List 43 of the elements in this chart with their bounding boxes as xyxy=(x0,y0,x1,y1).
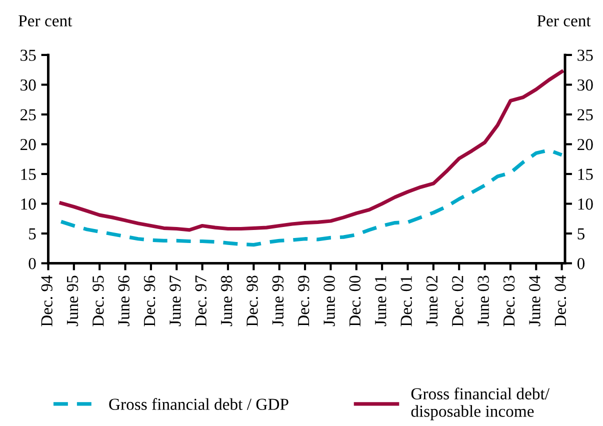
x-tick-label: Dec. 04 xyxy=(554,275,566,326)
y2-tick-label: 20 xyxy=(578,138,593,150)
x-tick-label: Dec. 99 xyxy=(298,276,310,326)
y-tick-label: 35 xyxy=(20,50,36,61)
x-tick-label: June 04 xyxy=(529,275,540,326)
y2-tick-label: 15 xyxy=(578,168,593,180)
y2-tick-label: 35 xyxy=(578,50,593,61)
y-tick-label: 5 xyxy=(29,228,36,240)
y2-tick-label: 5 xyxy=(578,228,584,240)
y-tick-label: 30 xyxy=(20,79,36,91)
y2-tick-label: 0 xyxy=(577,258,585,270)
x-tick-label: June 03 xyxy=(478,276,489,326)
legend-label: Gross financial debt / GDP xyxy=(109,398,288,410)
y-tick-label: 25 xyxy=(20,109,36,120)
legend-label: Gross financial debt/ disposable income xyxy=(411,388,550,420)
line-series xyxy=(59,70,564,232)
x-tick-label: June 96 xyxy=(118,276,130,326)
x-tick-label: Dec. 94 xyxy=(41,275,52,326)
x-tick-label: Dec. 00 xyxy=(349,276,361,326)
x-tick-label: Dec. 96 xyxy=(144,276,156,326)
y-tick-label: 0 xyxy=(28,258,36,270)
y2-tick-label: 10 xyxy=(578,198,593,210)
y-axis-title: Per cent xyxy=(18,15,72,26)
y-tick-label: 15 xyxy=(21,168,36,180)
line-series xyxy=(59,148,564,247)
y-tick-label: 10 xyxy=(21,198,36,210)
x-tick-label: June 01 xyxy=(374,276,386,326)
x-tick-label: Dec. 98 xyxy=(246,276,258,326)
x-tick-label: June 97 xyxy=(170,276,181,326)
x-tick-label: Dec. 02 xyxy=(452,276,464,326)
x-tick-label: Dec. 95 xyxy=(92,276,104,326)
x-tick-label: June 98 xyxy=(220,276,232,326)
y2-tick-label: 25 xyxy=(578,109,593,120)
y2-tick-label: 30 xyxy=(578,79,593,91)
x-tick-label: June 95 xyxy=(66,276,78,326)
x-tick-label: Dec. 03 xyxy=(503,276,515,326)
x-tick-label: June 02 xyxy=(426,276,438,326)
x-tick-label: June 99 xyxy=(272,276,284,326)
y2-axis-title: Per cent xyxy=(537,15,591,26)
x-tick-label: June 00 xyxy=(324,276,335,326)
x-tick-label: Dec. 01 xyxy=(400,276,412,326)
x-tick-label: Dec. 97 xyxy=(195,276,207,326)
y-tick-label: 20 xyxy=(20,138,36,150)
